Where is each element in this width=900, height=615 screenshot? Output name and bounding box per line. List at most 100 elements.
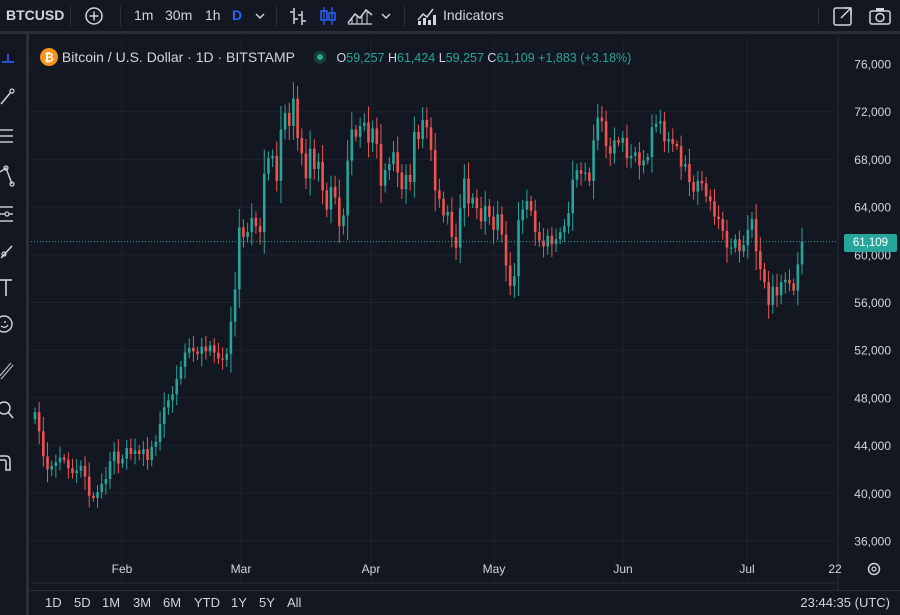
fib-retracement-icon[interactable] — [0, 202, 22, 226]
symbol-label[interactable]: BTCUSD — [6, 7, 65, 23]
fullscreen-icon[interactable] — [832, 5, 854, 27]
candle — [683, 155, 687, 172]
range-1y-button[interactable]: 1Y — [231, 595, 247, 610]
market-status-icon[interactable] — [313, 50, 327, 64]
time-axis[interactable]: Feb Mar Apr May Jun Jul 22 — [31, 562, 881, 584]
interval-1m-button[interactable]: 1m — [134, 7, 154, 23]
candle — [458, 194, 462, 264]
chevron-down-icon[interactable] — [254, 11, 266, 21]
utc-clock[interactable]: 23:44:35 (UTC) — [800, 595, 890, 610]
range-ytd-button[interactable]: YTD — [194, 595, 220, 610]
candle — [467, 162, 470, 217]
candle — [404, 164, 408, 204]
trend-line-icon[interactable] — [0, 84, 22, 108]
price-tick-label: 68,000 — [854, 153, 891, 167]
range-6m-button[interactable]: 6M — [163, 595, 182, 610]
candle — [533, 199, 537, 246]
candle — [175, 365, 179, 406]
crosshair-icon[interactable] — [0, 50, 22, 74]
candle — [388, 157, 391, 180]
candle — [592, 124, 595, 200]
bitcoin-icon: ₿ — [40, 48, 58, 66]
candle — [688, 148, 691, 197]
candle — [621, 131, 625, 153]
bar-chart-style-icon[interactable] — [288, 5, 308, 27]
candle — [763, 262, 766, 289]
candle — [338, 179, 341, 243]
candle — [112, 442, 116, 475]
emoji-icon[interactable] — [0, 312, 22, 336]
candle — [550, 226, 554, 258]
candle — [137, 445, 141, 461]
range-1m-button[interactable]: 1M — [102, 595, 121, 610]
candle — [179, 360, 183, 385]
candle — [346, 139, 349, 241]
candle — [358, 117, 362, 148]
area-style-icon[interactable] — [346, 6, 374, 26]
candle — [317, 153, 320, 182]
range-5d-button[interactable]: 5D — [74, 595, 91, 610]
range-3m-button[interactable]: 3M — [133, 595, 152, 610]
range-all-button[interactable]: All — [287, 595, 302, 610]
candle — [42, 416, 45, 467]
candle — [654, 114, 658, 133]
compare-add-icon[interactable] — [84, 6, 104, 26]
candle — [267, 151, 270, 181]
interval-d-button[interactable]: D — [232, 7, 243, 23]
candle — [129, 438, 133, 460]
candle — [158, 411, 162, 451]
candle — [108, 452, 112, 490]
camera-icon[interactable] — [868, 6, 892, 26]
indicators-icon[interactable] — [416, 6, 438, 26]
candle — [275, 141, 279, 192]
candle — [488, 198, 491, 225]
candle — [617, 136, 620, 147]
candle — [734, 234, 737, 253]
candle — [312, 139, 316, 180]
toolbar-divider — [818, 6, 819, 26]
candle — [638, 142, 641, 180]
chevron-down-icon[interactable] — [380, 11, 392, 21]
magnet-icon[interactable] — [0, 450, 22, 474]
candle — [413, 116, 416, 198]
candle — [500, 206, 504, 243]
high-label: H — [388, 51, 398, 65]
candle — [529, 195, 533, 217]
candle — [300, 128, 304, 166]
bottom-toolbar: 1D 5D 1M 3M 6M YTD 1Y 5Y All 23:44:35 (U… — [29, 590, 900, 615]
parallel-lines-icon[interactable] — [0, 124, 22, 148]
candle — [167, 394, 170, 415]
candle — [171, 385, 174, 413]
zoom-icon[interactable] — [0, 398, 22, 422]
indicators-button[interactable]: Indicators — [443, 7, 504, 23]
pen-icon[interactable] — [0, 238, 22, 262]
ruler-icon[interactable] — [0, 358, 22, 382]
candle — [450, 197, 454, 248]
candle — [125, 439, 128, 470]
chart-grid — [31, 37, 836, 583]
candle — [208, 340, 212, 356]
axis-settings-icon[interactable] — [867, 562, 881, 576]
candle — [371, 120, 374, 152]
text-tool-icon[interactable] — [0, 276, 22, 300]
range-1d-button[interactable]: 1D — [45, 595, 62, 610]
candle — [696, 171, 700, 206]
candle — [292, 82, 295, 140]
candle — [204, 335, 208, 360]
candle — [221, 347, 224, 370]
candle — [333, 175, 337, 205]
interval-1h-button[interactable]: 1h — [205, 7, 221, 23]
brush-icon[interactable] — [0, 164, 22, 188]
candle — [192, 336, 195, 362]
interval-30m-button[interactable]: 30m — [165, 7, 193, 23]
range-5y-button[interactable]: 5Y — [259, 595, 275, 610]
candle — [279, 105, 283, 204]
price-axis[interactable]: 76,00072,00068,00064,00060,00056,00052,0… — [837, 37, 891, 590]
close-value: 61,109 — [496, 51, 535, 65]
candles-style-icon[interactable] — [318, 5, 338, 27]
candle — [713, 189, 716, 225]
candle — [583, 162, 587, 181]
candle — [242, 219, 245, 248]
candle — [271, 149, 274, 168]
